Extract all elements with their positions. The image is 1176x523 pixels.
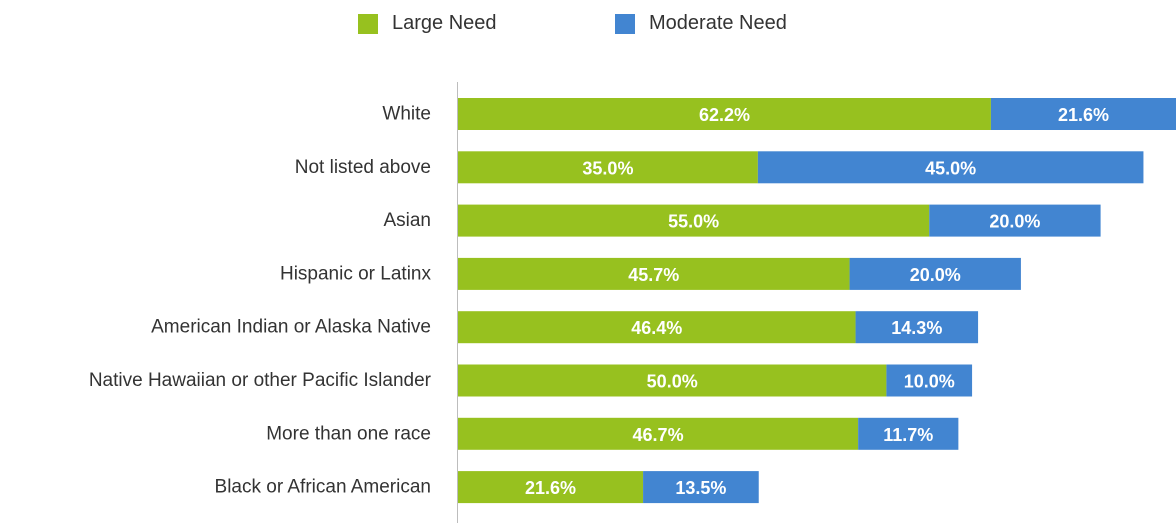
category-label-more-than-one-race: More than one race bbox=[266, 423, 431, 444]
data-label-large-need-native-hawaiian-or-other-pacific-islander: 50.0% bbox=[647, 372, 698, 392]
bar-moderate-need-more-than-one-race bbox=[858, 417, 959, 450]
category-label-black-or-african-american: Black or African American bbox=[215, 477, 431, 498]
data-label-moderate-need-white: 21.6% bbox=[1058, 105, 1109, 125]
data-label-moderate-need-more-than-one-race: 11.7% bbox=[883, 425, 933, 445]
data-label-large-need-not-listed-above: 35.0% bbox=[582, 158, 633, 178]
data-label-moderate-need-american-indian-or-alaska-native: 14.3% bbox=[891, 318, 942, 338]
bar-large-need-hispanic-or-latinx bbox=[458, 257, 850, 290]
legend-item-large-need: Large Need bbox=[358, 12, 497, 35]
bar-moderate-need-native-hawaiian-or-other-pacific-islander bbox=[886, 364, 973, 397]
bar-moderate-need-not-listed-above bbox=[757, 151, 1144, 184]
legend-swatch-large-need bbox=[358, 13, 378, 34]
data-label-large-need-white: 62.2% bbox=[699, 105, 750, 125]
data-label-large-need-hispanic-or-latinx: 45.7% bbox=[628, 265, 679, 285]
data-label-moderate-need-native-hawaiian-or-other-pacific-islander: 10.0% bbox=[904, 372, 955, 392]
bar-large-need-not-listed-above bbox=[458, 151, 758, 184]
data-label-moderate-need-not-listed-above: 45.0% bbox=[925, 158, 976, 178]
legend: Large Need Moderate Need bbox=[0, 12, 1176, 40]
bar-large-need-white bbox=[458, 98, 991, 130]
bar-moderate-need-hispanic-or-latinx bbox=[849, 257, 1021, 290]
legend-label-large-need: Large Need bbox=[392, 12, 497, 34]
bar-large-need-native-hawaiian-or-other-pacific-islander bbox=[458, 364, 887, 397]
bar-large-need-black-or-african-american bbox=[458, 471, 644, 504]
category-label-white: White bbox=[382, 104, 431, 125]
bar-moderate-need-asian bbox=[929, 204, 1101, 237]
bar-moderate-need-black-or-african-american bbox=[643, 471, 759, 504]
data-label-moderate-need-asian: 20.0% bbox=[989, 212, 1040, 232]
category-label-asian: Asian bbox=[383, 210, 431, 231]
legend-label-moderate-need: Moderate Need bbox=[649, 12, 787, 34]
data-label-moderate-need-black-or-african-american: 13.5% bbox=[675, 478, 726, 498]
data-label-moderate-need-hispanic-or-latinx: 20.0% bbox=[910, 265, 961, 285]
category-label-hispanic-or-latinx: Hispanic or Latinx bbox=[280, 263, 432, 284]
bar-moderate-need-white bbox=[990, 98, 1176, 130]
category-label-american-indian-or-alaska-native: American Indian or Alaska Native bbox=[151, 317, 431, 338]
bar-large-need-more-than-one-race bbox=[458, 417, 859, 450]
bar-moderate-need-american-indian-or-alaska-native bbox=[855, 311, 979, 344]
legend-item-moderate-need: Moderate Need bbox=[615, 12, 787, 35]
bar-large-need-american-indian-or-alaska-native bbox=[458, 311, 856, 344]
data-label-large-need-asian: 55.0% bbox=[668, 212, 719, 232]
category-label-not-listed-above: Not listed above bbox=[295, 157, 431, 178]
data-label-large-need-american-indian-or-alaska-native: 46.4% bbox=[631, 318, 682, 338]
legend-swatch-moderate-need bbox=[615, 13, 635, 34]
data-label-large-need-more-than-one-race: 46.7% bbox=[633, 425, 684, 445]
data-label-large-need-black-or-african-american: 21.6% bbox=[525, 478, 576, 498]
category-label-native-hawaiian-or-other-pacific-islander: Native Hawaiian or other Pacific Islande… bbox=[89, 370, 432, 391]
bar-large-need-asian bbox=[458, 204, 930, 237]
